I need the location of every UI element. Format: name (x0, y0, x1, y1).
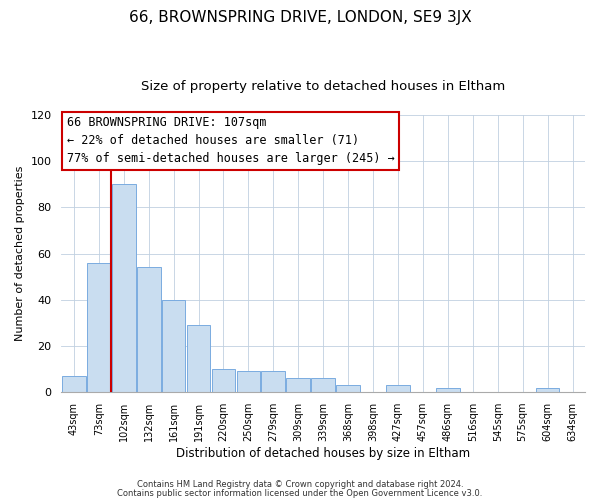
Bar (286, 378, 310, 392)
Bar (162, 300, 185, 392)
Bar (87, 263, 110, 392)
Text: 66, BROWNSPRING DRIVE, LONDON, SE9 3JX: 66, BROWNSPRING DRIVE, LONDON, SE9 3JX (128, 10, 472, 25)
Bar (436, 388, 460, 392)
Bar (336, 386, 360, 392)
Bar (137, 268, 161, 392)
Text: 66 BROWNSPRING DRIVE: 107sqm
← 22% of detached houses are smaller (71)
77% of se: 66 BROWNSPRING DRIVE: 107sqm ← 22% of de… (67, 116, 394, 166)
Bar (311, 378, 335, 392)
X-axis label: Distribution of detached houses by size in Eltham: Distribution of detached houses by size … (176, 447, 470, 460)
Bar (187, 325, 211, 392)
Bar (236, 372, 260, 392)
Bar (62, 376, 86, 392)
Bar (212, 369, 235, 392)
Bar (536, 388, 559, 392)
Bar (386, 386, 410, 392)
Bar (112, 184, 136, 392)
Text: Contains public sector information licensed under the Open Government Licence v3: Contains public sector information licen… (118, 489, 482, 498)
Text: Contains HM Land Registry data © Crown copyright and database right 2024.: Contains HM Land Registry data © Crown c… (137, 480, 463, 489)
Title: Size of property relative to detached houses in Eltham: Size of property relative to detached ho… (141, 80, 505, 93)
Y-axis label: Number of detached properties: Number of detached properties (15, 166, 25, 342)
Bar (262, 372, 285, 392)
